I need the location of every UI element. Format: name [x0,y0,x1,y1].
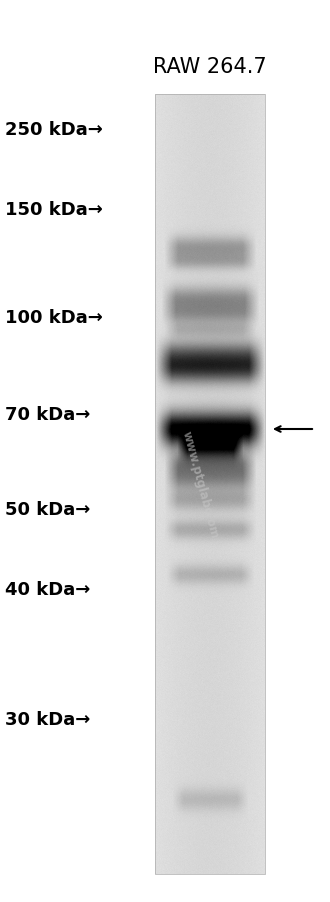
Text: www.ptglabc.om: www.ptglabc.om [180,429,221,539]
Text: 70 kDa→: 70 kDa→ [5,406,90,424]
Bar [155,95,265,874]
Text: 30 kDa→: 30 kDa→ [5,710,90,728]
Text: 250 kDa→: 250 kDa→ [5,121,103,139]
Text: 40 kDa→: 40 kDa→ [5,580,90,598]
Text: 50 kDa→: 50 kDa→ [5,501,90,519]
Text: RAW 264.7: RAW 264.7 [153,57,267,77]
Text: 100 kDa→: 100 kDa→ [5,308,103,327]
Text: 150 kDa→: 150 kDa→ [5,201,103,219]
